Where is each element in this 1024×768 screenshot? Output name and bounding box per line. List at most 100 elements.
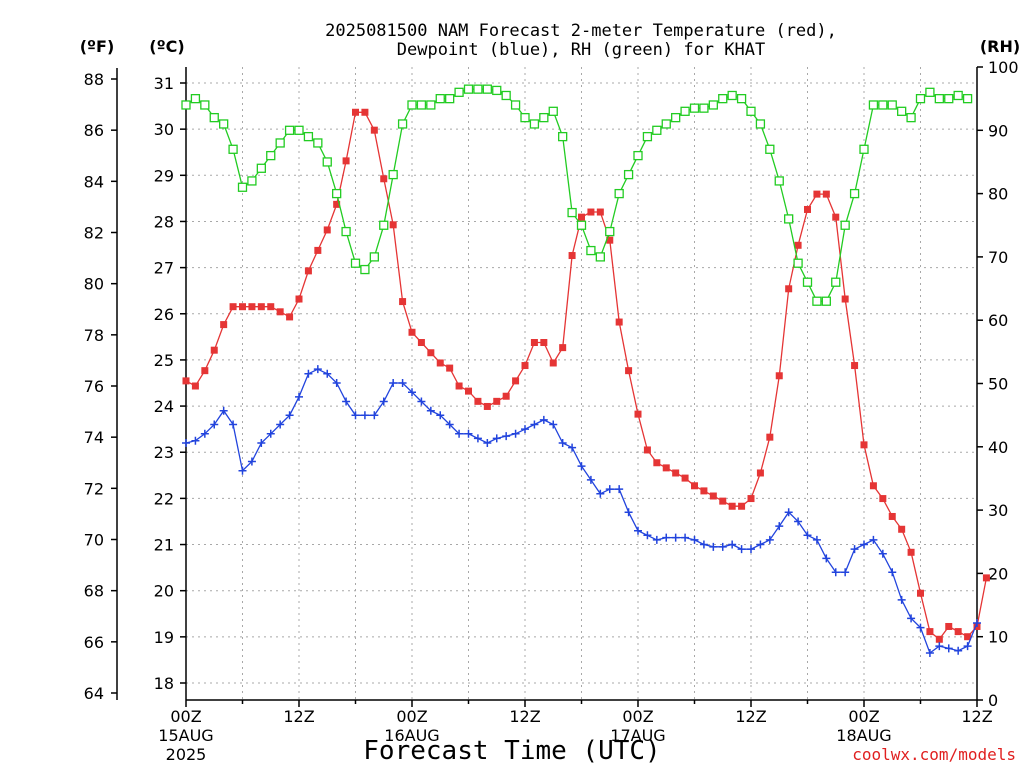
temperature-point	[709, 492, 717, 500]
temperature-point	[436, 359, 444, 367]
dewpoint-point	[210, 420, 219, 429]
dewpoint-point	[200, 429, 209, 438]
temperature-point	[229, 303, 237, 311]
rh-point	[576, 220, 587, 230]
rh-point	[237, 182, 248, 192]
temperature-point	[860, 441, 868, 449]
temperature-point	[474, 397, 482, 405]
celsius-tick-label: 30	[154, 120, 174, 139]
dewpoint-point	[247, 457, 256, 466]
dewpoint-point	[351, 411, 360, 420]
x-tick-date-label: 17AUG	[610, 726, 665, 745]
celsius-tick-label: 26	[154, 305, 174, 324]
celsius-tick-label: 23	[154, 443, 174, 462]
dewpoint-point	[615, 485, 624, 494]
dewpoint-point	[360, 411, 369, 420]
rh-point	[397, 119, 408, 129]
dewpoint-point	[699, 540, 708, 549]
rh-point	[529, 119, 540, 129]
dewpoint-point	[511, 429, 520, 438]
rh-tick-label: 60	[988, 311, 1008, 330]
dewpoint-point	[492, 434, 501, 443]
rh-point	[605, 226, 615, 237]
temperature-point	[653, 459, 661, 467]
unit-label-rh: (RH)	[980, 37, 1020, 56]
rh-point	[228, 144, 238, 154]
dewpoint-point	[831, 568, 840, 577]
dewpoint-point	[191, 436, 200, 445]
dewpoint-point	[794, 517, 803, 526]
temperature-point	[389, 221, 397, 229]
temperature-point	[691, 482, 698, 490]
rh-point	[548, 106, 558, 116]
temperature-point	[559, 344, 567, 352]
temperature-point	[521, 362, 529, 370]
dewpoint-point	[973, 619, 981, 627]
temperature-point	[286, 313, 294, 321]
x-tick-label: 12Z	[509, 707, 540, 726]
dewpoint-point	[323, 369, 332, 378]
x-tick-label: 00Z	[622, 707, 653, 726]
temperature-point	[954, 628, 962, 636]
rh-point	[925, 87, 935, 97]
series-layer	[181, 84, 990, 657]
temperature-point	[465, 387, 472, 395]
temperature-point	[342, 157, 350, 165]
temperature-point	[417, 339, 425, 347]
temperature-point	[596, 208, 604, 216]
dewpoint-point	[756, 540, 765, 549]
temperature-point	[907, 548, 915, 556]
rh-point	[765, 144, 775, 154]
dewpoint-point	[897, 595, 906, 604]
rh-point	[671, 112, 681, 123]
dewpoint-point	[634, 526, 642, 535]
dewpoint-point	[860, 540, 868, 549]
celsius-tick-label: 29	[154, 166, 174, 185]
dewpoint-point	[417, 397, 426, 406]
temperature-point	[804, 205, 811, 213]
dewpoint-point	[624, 508, 633, 517]
temperature-point	[220, 321, 228, 329]
rh-point	[774, 176, 784, 186]
dewpoint-point	[737, 545, 746, 554]
dewpoint-point	[568, 443, 577, 452]
x-tick-label: 00Z	[170, 707, 201, 726]
temperature-point	[982, 574, 990, 582]
rh-point	[840, 220, 850, 230]
rh-point	[313, 138, 323, 148]
dewpoint-point	[219, 406, 228, 415]
rh-point	[793, 258, 803, 268]
rh-tick-label: 30	[988, 501, 1008, 520]
dewpoint-point	[878, 549, 887, 558]
rh-point	[416, 100, 427, 110]
rh-point	[897, 106, 907, 116]
celsius-tick-label: 22	[154, 489, 174, 508]
rh-point	[868, 100, 879, 110]
temperature-point	[785, 285, 793, 293]
rh-point	[652, 125, 662, 135]
rh-point	[944, 94, 954, 104]
dewpoint-point	[963, 642, 972, 651]
temperature-point	[700, 487, 708, 495]
dewpoint-point	[426, 406, 435, 415]
celsius-tick-label: 31	[154, 74, 174, 93]
temperature-point	[935, 635, 943, 643]
temperature-point	[427, 349, 435, 357]
rh-point	[727, 90, 737, 101]
fahrenheit-tick-label: 88	[84, 70, 104, 89]
rh-point	[633, 150, 643, 161]
temperature-point	[267, 303, 275, 311]
dewpoint-point	[812, 535, 821, 544]
dewpoint-point	[238, 466, 247, 475]
dewpoint-point	[747, 545, 755, 554]
dewpoint-point	[681, 533, 690, 542]
dewpoint-point	[229, 420, 238, 429]
temperature-point	[851, 362, 859, 370]
temperature-point	[380, 175, 388, 183]
temperature-point	[455, 382, 463, 390]
rh-point	[699, 103, 709, 113]
celsius-tick-label: 27	[154, 259, 174, 278]
rh-point	[934, 94, 944, 104]
temperature-point	[822, 190, 830, 198]
temperature-point	[399, 298, 407, 306]
